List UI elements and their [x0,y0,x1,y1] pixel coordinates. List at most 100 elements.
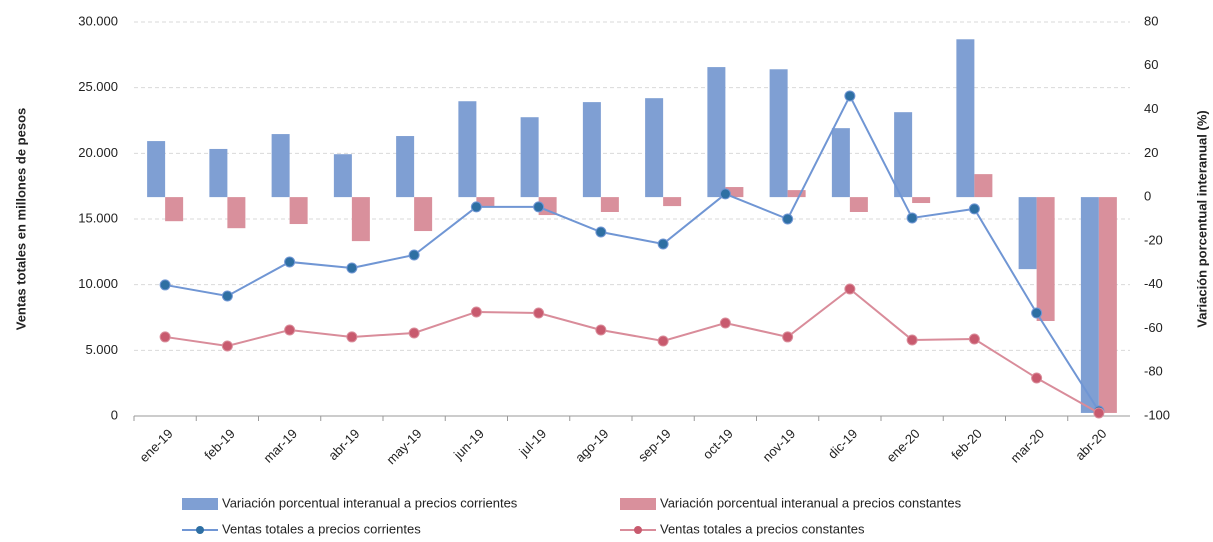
bar [645,98,664,198]
bar [271,134,290,198]
y-axis-title: Ventas totales en millones de pesos [13,108,28,331]
line [164,287,1100,414]
marker [844,90,856,102]
bar [538,197,557,216]
marker [906,212,918,224]
legend-marker [196,526,204,534]
x-tick-label: nov-19 [759,426,798,465]
bar [476,197,495,207]
marker [346,331,358,343]
legend-label: Variación porcentual interanual a precio… [660,495,962,510]
bar [333,154,352,198]
y2-tick-label: -60 [1144,320,1163,335]
marker [346,262,358,274]
x-tick-label: jun-19 [450,426,487,463]
marker [284,324,296,336]
bar [894,112,913,198]
y-tick-label: 25.000 [78,79,118,94]
y2-tick-label: 60 [1144,57,1158,72]
y2-tick-label: 40 [1144,101,1158,116]
bar [227,197,246,229]
bar [396,136,415,198]
y-tick-label: 30.000 [78,13,118,28]
x-tick-label: feb-19 [201,426,238,463]
marker [470,201,482,213]
marker [533,201,545,213]
marker [595,226,607,238]
marker [719,317,731,329]
marker [159,279,171,291]
y-tick-label: 10.000 [78,276,118,291]
x-tick-label: ago-19 [572,426,611,465]
y-tick-label: 5.000 [85,342,118,357]
x-tick-label: abr-19 [325,426,362,463]
x-tick-label: ene-19 [136,426,175,465]
legend-swatch [182,498,218,510]
marker [1031,307,1043,319]
marker [221,290,233,302]
legend-swatch [620,498,656,510]
x-tick-label: mar-20 [1007,426,1047,466]
bar [707,67,726,198]
bar [600,197,619,212]
marker [906,334,918,346]
marker [968,203,980,215]
marker [1031,372,1043,384]
x-tick-label: oct-19 [700,426,736,462]
marker [408,249,420,261]
marker [221,340,233,352]
bar [849,197,868,212]
y2-tick-label: 20 [1144,145,1158,160]
marker [782,213,794,225]
bar [165,197,184,222]
bar [912,197,931,204]
bar [1018,197,1037,270]
marker [470,306,482,318]
marker [159,331,171,343]
bar [582,102,601,198]
y2-axis-title: Variación porcentual interanual (%) [1194,110,1209,327]
y2-tick-label: -40 [1144,276,1163,291]
legend-label: Variación porcentual interanual a precio… [222,495,518,510]
bar [520,117,539,198]
x-tick-label: sep-19 [635,426,674,465]
x-tick-label: feb-20 [948,426,985,463]
marker [719,188,731,200]
x-tick-label: abr-20 [1072,426,1109,463]
bar [1036,197,1055,322]
x-tick-label: mar-19 [260,426,300,466]
marker [968,333,980,345]
bar [351,197,370,242]
bar [769,69,788,198]
y-tick-label: 0 [111,407,118,422]
marker [595,324,607,336]
bar [209,148,228,198]
y2-tick-label: -100 [1144,407,1170,422]
y2-tick-label: 0 [1144,189,1151,204]
x-tick-label: ene-20 [883,426,922,465]
marker [782,331,794,343]
line [164,93,1100,412]
marker [408,327,420,339]
marker [533,307,545,319]
bar [414,197,433,232]
y2-tick-label: -80 [1144,364,1163,379]
bar [1098,197,1117,413]
bar [787,190,806,198]
marker [284,256,296,268]
bar [725,187,744,198]
marker [844,283,856,295]
bar [956,39,975,198]
y2-tick-label: 80 [1144,13,1158,28]
bar [147,141,166,198]
bar [289,197,308,225]
y2-tick-label: -20 [1144,232,1163,247]
x-tick-label: jul-19 [515,426,549,460]
bar [831,128,850,198]
x-tick-label: dic-19 [825,426,861,462]
bar [1080,197,1099,413]
legend-label: Ventas totales a precios corrientes [222,521,421,536]
bar [974,174,993,198]
marker [657,335,669,347]
